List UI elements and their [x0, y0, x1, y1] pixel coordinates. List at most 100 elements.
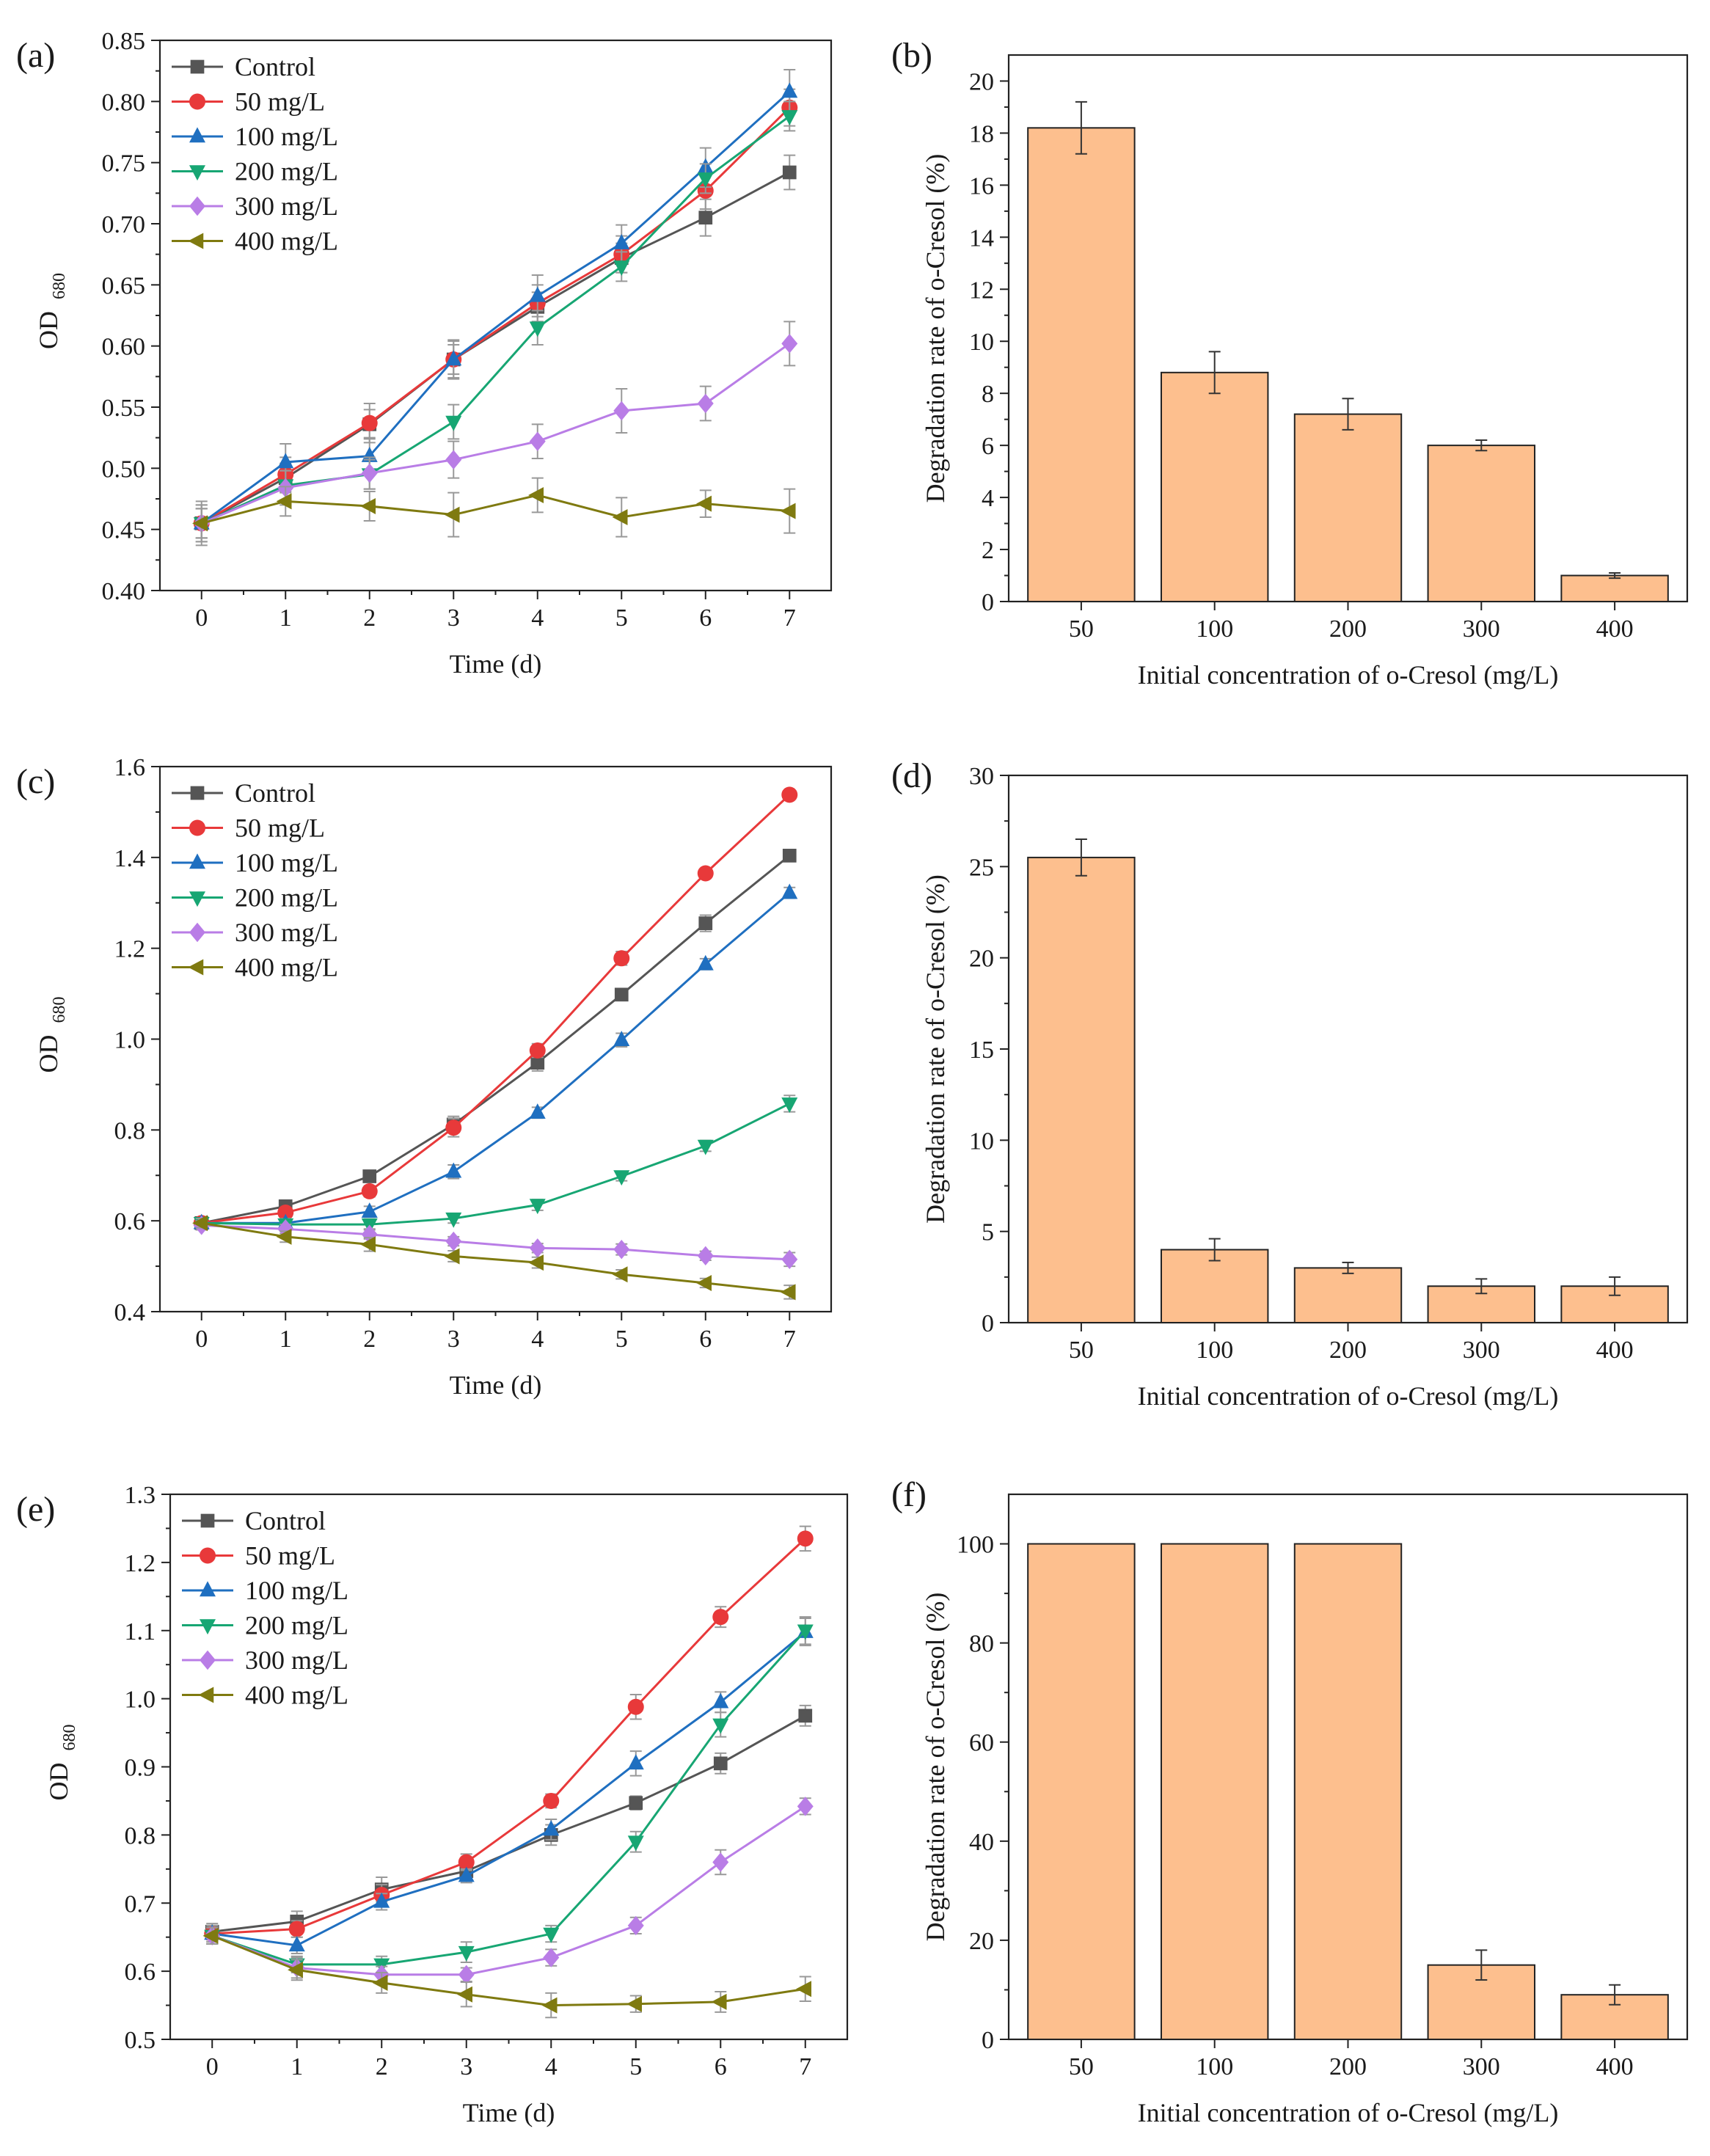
data-point	[713, 1756, 728, 1771]
y-tick-label: 60	[969, 1730, 994, 1757]
data-point	[780, 503, 796, 519]
data-point	[361, 463, 378, 483]
x-tick-label: 1	[279, 604, 292, 632]
x-tick-label: 7	[783, 604, 796, 632]
legend-label: 100 mg/L	[235, 848, 338, 877]
data-point	[712, 1852, 729, 1872]
bar-group	[1160, 1238, 1269, 1323]
x-tick-label: 2	[376, 2053, 388, 2080]
legend-item: 100 mg/L	[172, 122, 338, 151]
series-5	[192, 477, 796, 547]
panel-label: (f)	[891, 1475, 927, 1514]
legend-item: 400 mg/L	[182, 1681, 348, 1710]
legend-label: 200 mg/L	[235, 157, 338, 186]
y-tick-label: 14	[969, 224, 994, 252]
y-tick-label: 10	[969, 1128, 994, 1155]
data-point	[797, 1530, 814, 1547]
y-tick-label: 0.8	[114, 1117, 146, 1144]
x-tick-label: 4	[545, 2053, 558, 2080]
y-axis-title-main: OD	[34, 311, 63, 349]
data-point	[360, 1236, 376, 1253]
y-tick-label: 0.8	[125, 1822, 156, 1849]
y-tick-label: 0.60	[102, 334, 146, 361]
legend-item: 50 mg/L	[182, 1541, 335, 1571]
bar-group	[1427, 439, 1536, 603]
y-axis-title-subscript: 680	[50, 997, 69, 1023]
data-point	[457, 1986, 472, 2003]
x-tick-label: 3	[447, 1326, 460, 1353]
y-axis-title-main: OD	[34, 1035, 63, 1073]
data-point	[361, 414, 378, 431]
legend-label: 50 mg/L	[235, 814, 325, 843]
legend-label: 50 mg/L	[245, 1541, 335, 1571]
data-point	[613, 1170, 630, 1186]
y-tick-label: 0.4	[114, 1299, 146, 1326]
series-line	[212, 1538, 806, 1935]
data-point	[372, 1974, 388, 1991]
data-point	[361, 447, 378, 462]
data-point	[627, 1835, 644, 1852]
data-point	[697, 172, 714, 188]
x-tick-label: 2	[363, 604, 376, 632]
bar-group	[1293, 1261, 1403, 1324]
x-tick-label: 5	[615, 1326, 628, 1353]
series-line	[200, 90, 791, 525]
series-line	[200, 106, 791, 525]
data-point	[614, 987, 629, 1002]
data-point	[277, 1205, 294, 1221]
x-tick-label: 50	[1069, 2053, 1094, 2080]
bar-group	[1560, 1276, 1669, 1324]
data-point	[697, 954, 714, 971]
data-point	[697, 1246, 714, 1266]
data-point	[782, 849, 797, 863]
legend-marker	[200, 1513, 215, 1528]
y-tick-label: 0	[982, 1310, 994, 1337]
legend-marker	[188, 959, 204, 976]
data-point	[543, 1948, 560, 1967]
x-tick-label: 50	[1069, 1337, 1094, 1364]
series-line	[201, 1103, 790, 1226]
panel-label: (d)	[891, 756, 932, 795]
data-point	[796, 1981, 812, 1998]
legend-marker	[189, 196, 205, 216]
y-tick-label: 5	[982, 1219, 994, 1246]
y-axis-title: Degradation rate of o-Cresol (%)	[921, 154, 950, 503]
x-tick-label: 4	[531, 1326, 544, 1353]
bar-group	[1427, 1278, 1536, 1324]
y-axis-title: OD 680	[34, 273, 69, 349]
data-point	[781, 1097, 798, 1114]
y-tick-label: 4	[982, 485, 994, 512]
y-tick-label: 6	[982, 433, 994, 460]
series-3	[204, 1616, 814, 1974]
series-5	[202, 1926, 812, 2019]
data-point	[613, 1239, 630, 1260]
y-tick-label: 1.2	[114, 936, 146, 963]
data-point	[192, 515, 208, 532]
y-tick-label: 0.9	[125, 1755, 156, 1782]
data-point	[696, 495, 712, 512]
data-point	[781, 786, 798, 803]
data-point	[361, 1202, 378, 1218]
data-point	[781, 110, 798, 125]
legend-label: 200 mg/L	[235, 883, 338, 913]
y-tick-label: 30	[969, 763, 994, 790]
data-point	[444, 506, 460, 523]
x-tick-label: 200	[1329, 2053, 1367, 2080]
data-point	[529, 1238, 546, 1258]
bar	[1160, 371, 1269, 602]
data-point	[780, 1284, 796, 1301]
legend-marker	[200, 1581, 216, 1597]
legend-marker	[190, 59, 205, 74]
data-point	[458, 1866, 475, 1882]
bar	[1160, 1543, 1269, 2040]
data-point	[697, 393, 714, 414]
y-tick-label: 0.75	[102, 150, 146, 178]
y-tick-label: 0.40	[102, 578, 146, 605]
y-tick-label: 15	[969, 1037, 994, 1064]
x-tick-label: 0	[195, 1326, 208, 1353]
x-tick-label: 200	[1329, 615, 1367, 643]
series-line	[211, 1934, 806, 2007]
series-line	[201, 343, 791, 525]
y-tick-label: 20	[969, 68, 994, 95]
data-point	[541, 1997, 558, 2014]
